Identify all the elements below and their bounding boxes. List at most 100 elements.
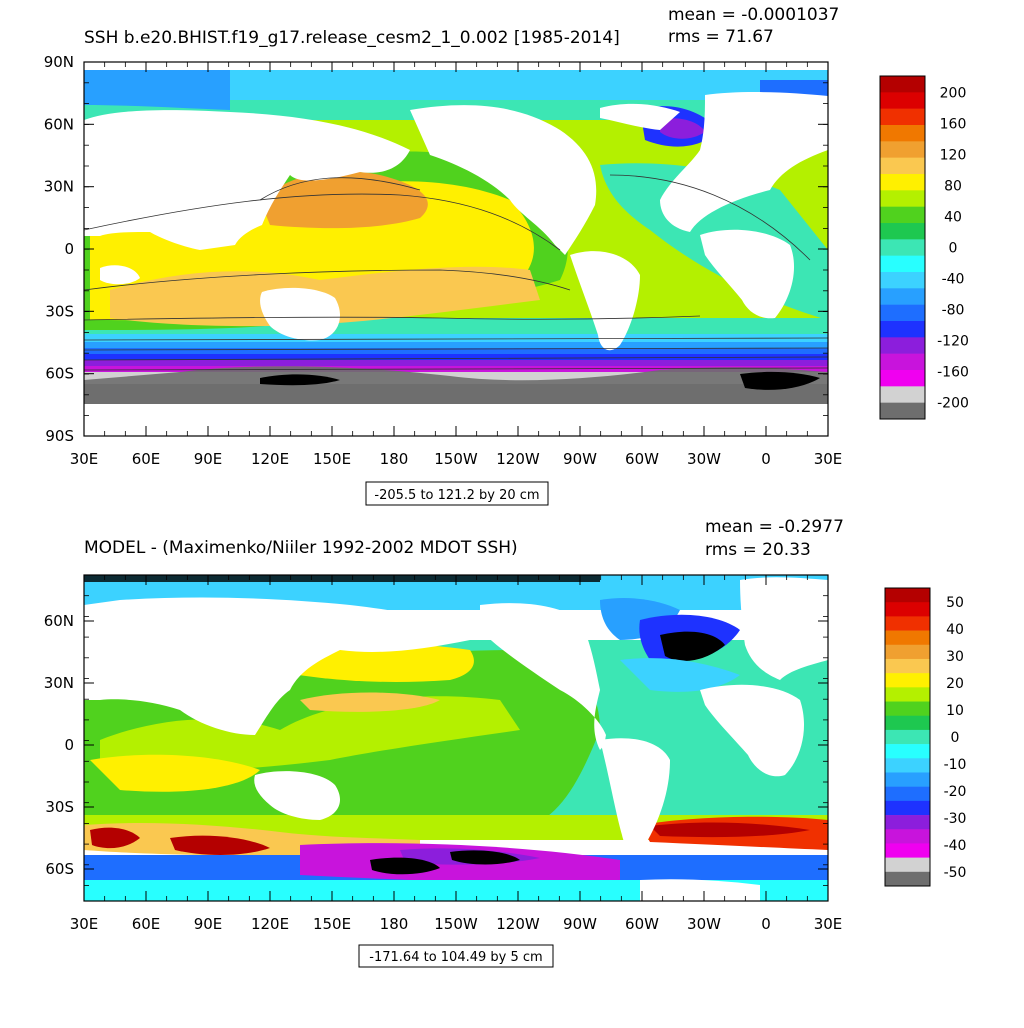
colorbar-swatch	[885, 729, 930, 745]
map-top	[84, 62, 828, 436]
x-tick-label: 60E	[132, 915, 161, 933]
colorbar-swatch	[885, 602, 930, 617]
colorbar-label: 30	[946, 649, 964, 665]
colorbar-swatch	[885, 658, 930, 674]
colorbar-label: 160	[940, 116, 967, 132]
colorbar-label: 50	[946, 595, 964, 611]
colorbar-swatch	[880, 108, 925, 126]
x-tick-label: 0	[761, 450, 771, 468]
colorbar-label: 0	[951, 730, 960, 746]
colorbar-swatch	[885, 857, 930, 873]
colorbar-label: -10	[944, 757, 967, 773]
colorbar-swatch	[885, 715, 930, 731]
colorbar-swatch	[885, 815, 930, 830]
panel-top: SSH b.e20.BHIST.f19_g17.release_cesm2_1_…	[44, 5, 969, 506]
ticks-bottom	[83, 574, 829, 901]
colorbar-label: -160	[937, 365, 969, 381]
colorbar-label: -40	[942, 272, 965, 288]
colorbar-swatch	[880, 223, 925, 240]
y-tick-label: 90S	[45, 427, 74, 445]
colorbar-swatch	[880, 353, 925, 371]
y-axis-labels-bottom: 60N 30N 0 30S 60S	[44, 612, 74, 878]
colorbar-swatch	[880, 174, 925, 191]
x-tick-label: 150W	[434, 915, 478, 933]
x-tick-label: 30W	[687, 915, 721, 933]
colorbar-swatch	[885, 744, 930, 759]
y-tick-label: 30N	[44, 674, 74, 692]
panel-bottom-mean: mean = -0.2977	[705, 517, 844, 537]
colorbar-frame	[879, 75, 926, 420]
x-tick-label: 90W	[563, 450, 597, 468]
land-bottom	[84, 577, 828, 901]
colorbar-label: -30	[944, 811, 967, 827]
colorbar-swatch	[880, 370, 925, 387]
colorbar-label: -40	[944, 838, 967, 854]
colorbar-swatch	[880, 386, 925, 403]
colorbar-swatch	[880, 255, 925, 273]
colorbar-label: -200	[937, 396, 969, 412]
colorbar-top: 200 160 120 80 40 0 -40 -80 -120 -160 -200	[879, 75, 969, 420]
map-bottom	[84, 575, 828, 901]
y-tick-label: 30N	[44, 178, 74, 196]
y-tick-label: 90N	[44, 53, 74, 71]
x-tick-label: 90W	[563, 915, 597, 933]
colorbar-swatch	[880, 92, 925, 109]
contours-top	[84, 174, 828, 371]
x-tick-label: 30W	[687, 450, 721, 468]
x-tick-label: 30E	[814, 450, 843, 468]
colorbar-label: 10	[946, 703, 964, 719]
x-tick-label: 90E	[194, 915, 223, 933]
x-tick-label: 150E	[313, 450, 351, 468]
y-tick-label: 30S	[45, 798, 74, 816]
x-tick-label: 30E	[70, 915, 99, 933]
y-tick-label: 60S	[45, 365, 74, 383]
y-tick-label: 0	[64, 736, 74, 754]
x-tick-label: 90E	[194, 450, 223, 468]
colorbar-swatch	[880, 239, 925, 256]
y-tick-label: 0	[64, 240, 74, 258]
colorbar-swatch	[885, 843, 930, 858]
x-tick-label: 60W	[625, 915, 659, 933]
colorbar-swatch	[885, 588, 930, 603]
x-tick-label: 30E	[70, 450, 99, 468]
colorbar-label: -50	[944, 865, 967, 881]
colorbar-swatch	[885, 616, 930, 631]
panel-bottom-title: MODEL - (Maximenko/Niiler 1992-2002 MDOT…	[84, 538, 518, 558]
colorbar-swatch	[885, 772, 930, 787]
colorbar-swatch	[880, 76, 925, 93]
colorbar-swatch	[885, 630, 930, 646]
colorbar-swatch	[885, 644, 930, 660]
contour-info-box-top	[365, 481, 549, 506]
x-tick-label: 60E	[132, 450, 161, 468]
x-tick-label: 180	[380, 915, 409, 933]
colorbar-label: -120	[937, 334, 969, 350]
x-tick-label: 180	[380, 450, 409, 468]
colorbar-label: 20	[946, 676, 964, 692]
colorbar-swatch	[880, 321, 925, 338]
panel-top-title: SSH b.e20.BHIST.f19_g17.release_cesm2_1_…	[84, 28, 620, 48]
x-tick-label: 0	[761, 915, 771, 933]
colorbar-swatch	[880, 288, 925, 305]
x-tick-label: 120W	[496, 915, 540, 933]
panel-bottom: MODEL - (Maximenko/Niiler 1992-2002 MDOT…	[44, 517, 967, 968]
colorbar-swatch	[880, 304, 925, 322]
colorbar-label: 40	[944, 209, 962, 225]
land-top	[84, 62, 828, 351]
colorbar-swatch	[885, 758, 930, 773]
colorbar-swatch	[880, 157, 925, 175]
colorbar-label: -80	[942, 303, 965, 319]
x-axis-labels-bottom: 30E 60E 90E 120E 150E 180 150W 120W 90W 60W 30W 0 30…	[70, 915, 843, 933]
colorbar-label: -20	[944, 784, 967, 800]
panel-bottom-rms: rms = 20.33	[705, 540, 811, 560]
colorbar-label: 120	[940, 147, 967, 163]
x-axis-labels-top: 30E 60E 90E 120E 150E 180 150W 120W 90W 60W 30W 0 30…	[70, 450, 843, 468]
y-tick-label: 30S	[45, 302, 74, 320]
colorbar-swatch	[885, 673, 930, 688]
colorbar-swatch	[880, 337, 925, 354]
contour-info-top: -205.5 to 121.2 by 20 cm	[374, 488, 539, 503]
colorbar-swatch	[880, 272, 925, 289]
colorbar-label: 80	[944, 178, 962, 194]
colorbar-frame	[884, 587, 931, 887]
colorbar-swatch	[880, 190, 925, 207]
